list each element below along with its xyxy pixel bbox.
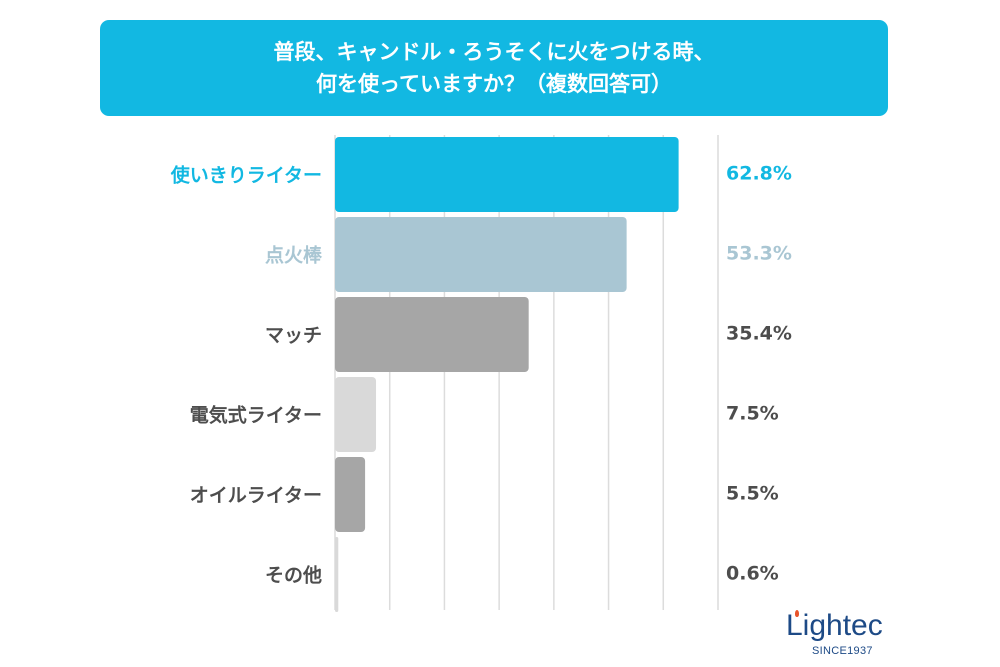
chart-title-banner: 普段、キャンドル・ろうそくに火をつける時、 何を使っていますか？（複数回答可）	[100, 20, 888, 116]
chart-title-line-1: 普段、キャンドル・ろうそくに火をつける時、	[273, 40, 715, 64]
flame-icon	[795, 610, 799, 617]
category-label: 点火棒	[265, 244, 323, 267]
value-label: 62.8%	[726, 163, 792, 185]
bar-2	[335, 297, 529, 372]
logo-tagline: SINCE1937	[812, 645, 873, 657]
category-label: 使いきりライター	[170, 165, 322, 187]
category-label: マッチ	[265, 325, 322, 347]
category-label: オイルライター	[190, 485, 322, 507]
value-label: 0.6%	[726, 563, 779, 585]
chart-title-line-2: 何を使っていますか？（複数回答可）	[316, 72, 672, 96]
lightec-logo: Lightec SINCE1937	[786, 608, 896, 664]
bar-0	[335, 137, 679, 212]
category-label: その他	[265, 564, 322, 587]
bar-3	[335, 377, 377, 452]
value-label: 53.3%	[726, 243, 792, 265]
bar-5	[335, 537, 339, 612]
bar-1	[335, 217, 627, 292]
logo-wordmark: Lightec	[786, 609, 883, 642]
category-label: 電気式ライター	[190, 404, 322, 427]
value-label: 5.5%	[726, 483, 779, 505]
value-label: 35.4%	[726, 323, 792, 345]
value-label: 7.5%	[726, 403, 779, 425]
bar-4	[335, 457, 366, 532]
